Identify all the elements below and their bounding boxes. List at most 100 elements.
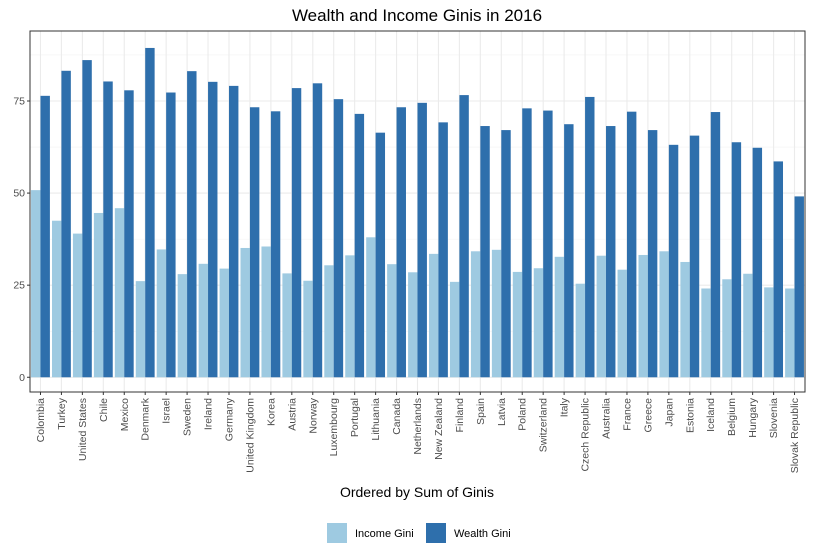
x-tick-label: United Kingdom <box>244 398 256 473</box>
bar-income-gini <box>680 261 690 378</box>
x-tick-label: Denmark <box>140 397 152 440</box>
legend-swatch-income <box>327 523 347 543</box>
bar-income-gini <box>429 253 439 378</box>
x-tick-label: Japan <box>663 398 675 427</box>
bar-wealth-gini <box>689 135 700 378</box>
bar-income-gini <box>491 249 502 378</box>
bar-wealth-gini <box>773 161 784 378</box>
bar-income-gini <box>575 283 586 378</box>
bar-income-gini <box>198 263 209 378</box>
bar-wealth-gini <box>585 96 595 378</box>
bar-income-gini <box>764 287 774 378</box>
bar-income-gini <box>743 273 753 378</box>
bar-income-gini <box>219 268 229 378</box>
bar-income-gini <box>51 220 62 378</box>
legend-label-income: Income Gini <box>355 528 414 540</box>
bar-wealth-gini <box>794 196 804 378</box>
x-tick-label: Belgium <box>726 398 738 436</box>
x-tick-label: Luxembourg <box>328 398 340 457</box>
bar-wealth-gini <box>501 130 511 378</box>
bar-wealth-gini <box>312 83 323 378</box>
x-tick-label: Netherlands <box>412 398 424 455</box>
bar-income-gini <box>387 264 397 378</box>
y-tick-label: 50 <box>13 188 25 200</box>
bar-income-gini <box>617 269 627 378</box>
bar-income-gini <box>261 246 271 378</box>
bar-wealth-gini <box>522 108 532 378</box>
x-tick-label: Switzerland <box>538 398 550 452</box>
bar-income-gini <box>156 249 167 378</box>
x-tick-label: Colombia <box>35 398 47 443</box>
bar-wealth-gini <box>82 60 92 378</box>
legend-swatch-wealth <box>426 523 446 543</box>
x-tick-label: Korea <box>265 398 277 426</box>
x-tick-label: Slovak Republic <box>789 398 801 473</box>
bar-wealth-gini <box>480 126 490 378</box>
bar-income-gini <box>449 281 460 378</box>
bar-income-gini <box>240 247 250 378</box>
bar-income-gini <box>701 288 711 378</box>
bar-wealth-gini <box>208 81 218 378</box>
bar-wealth-gini <box>626 111 637 378</box>
x-tick-label: Norway <box>307 397 319 433</box>
bar-income-gini <box>512 271 523 378</box>
x-tick-label: Turkey <box>56 397 68 429</box>
bar-wealth-gini <box>438 122 448 378</box>
bar-income-gini <box>135 281 146 378</box>
x-tick-label: Ireland <box>203 398 215 430</box>
legend-label-wealth: Wealth Gini <box>454 528 511 540</box>
x-tick-label: Greece <box>642 398 654 433</box>
bar-income-gini <box>366 237 376 378</box>
bars <box>31 47 804 378</box>
bar-wealth-gini <box>606 126 616 378</box>
y-tick-label: 25 <box>13 280 25 292</box>
bar-income-gini <box>72 233 83 378</box>
x-tick-label: Chile <box>98 398 110 422</box>
x-tick-label: Latvia <box>496 398 508 426</box>
y-tick-label: 75 <box>13 95 25 107</box>
x-tick-label: Finland <box>454 398 466 433</box>
bar-income-gini <box>31 190 41 378</box>
bar-wealth-gini <box>710 112 721 378</box>
bar-wealth-gini <box>145 47 155 378</box>
x-axis: Colombia Turkey United States Chile Mexico De… <box>35 392 801 473</box>
bar-wealth-gini <box>459 95 469 378</box>
bar-wealth-gini <box>61 70 71 378</box>
chart-title: Wealth and Income Ginis in 2016 <box>292 6 542 25</box>
x-tick-label: United States <box>77 398 89 461</box>
bar-wealth-gini <box>270 111 281 378</box>
bar-income-gini <box>303 280 313 378</box>
bar-wealth-gini <box>375 132 386 378</box>
x-tick-label: France <box>621 398 633 431</box>
x-tick-label: Sweden <box>182 398 194 436</box>
x-tick-label: Estonia <box>684 398 696 433</box>
bar-wealth-gini <box>333 99 344 378</box>
bar-income-gini <box>282 273 292 378</box>
x-tick-label: Poland <box>517 398 529 431</box>
bar-wealth-gini <box>564 124 574 378</box>
x-tick-label: Austria <box>286 398 298 431</box>
x-tick-label: Czech Republic <box>580 398 592 472</box>
bar-income-gini <box>93 212 104 378</box>
x-tick-label: Slovenia <box>768 398 780 438</box>
bar-wealth-gini <box>228 85 239 378</box>
bar-wealth-gini <box>396 107 406 378</box>
bar-income-gini <box>554 256 565 378</box>
bar-wealth-gini <box>291 88 302 378</box>
x-axis-title: Ordered by Sum of Ginis <box>340 484 494 500</box>
bar-income-gini <box>638 254 648 378</box>
bar-wealth-gini <box>249 107 260 378</box>
bar-income-gini <box>533 268 544 378</box>
bar-income-gini <box>785 288 795 378</box>
x-tick-label: Mexico <box>119 398 131 431</box>
bar-wealth-gini <box>103 81 113 378</box>
x-tick-label: Lithuania <box>370 398 382 441</box>
bar-income-gini <box>345 255 355 378</box>
x-tick-label: Germany <box>223 397 235 441</box>
bar-wealth-gini <box>124 90 134 378</box>
bar-income-gini <box>659 251 669 378</box>
x-tick-label: Iceland <box>705 398 717 432</box>
bar-income-gini <box>114 208 125 378</box>
bar-wealth-gini <box>752 147 763 378</box>
